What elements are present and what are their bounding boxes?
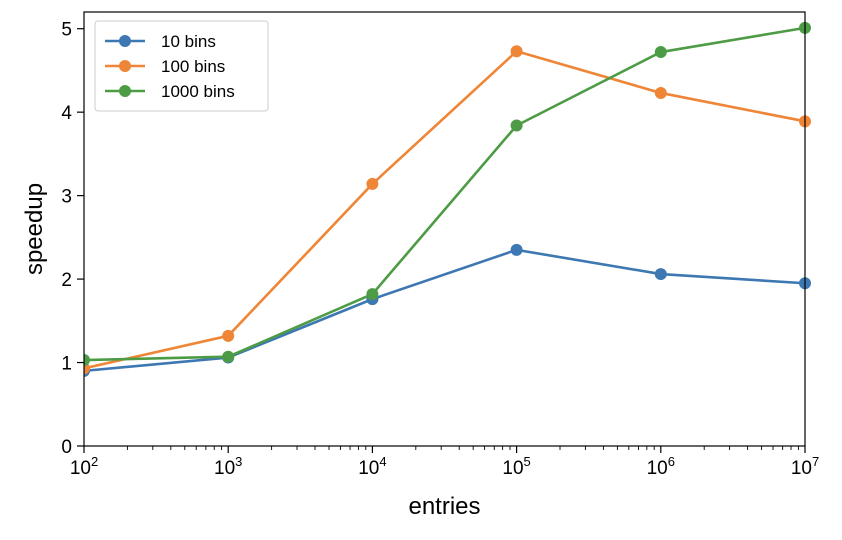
legend: 10 bins 100 bins 1000 bins xyxy=(94,20,269,112)
series-layer xyxy=(84,21,811,377)
series-line-2 xyxy=(84,26,806,362)
y-tick-label: 3 xyxy=(61,187,72,208)
x-tick-label: 103 xyxy=(214,454,242,479)
legend-box xyxy=(94,20,269,112)
legend-label-2: 1000 bins xyxy=(161,82,235,101)
data-point-2-2 xyxy=(366,288,379,301)
legend-label-0: 10 bins xyxy=(161,32,216,51)
data-point-1-2 xyxy=(366,177,379,190)
y-axis-title: speedup xyxy=(21,183,48,275)
x-tick-label: 107 xyxy=(791,454,819,479)
data-point-2-3 xyxy=(510,119,523,132)
x-tick-label: 105 xyxy=(502,454,530,479)
data-point-0-3 xyxy=(510,243,523,256)
axes-layer: 102 103 104 105 106 107 0 1 2 3 4 5 entries speedup xyxy=(21,11,819,520)
data-point-2-0 xyxy=(84,354,90,367)
legend-label-1: 100 bins xyxy=(161,57,225,76)
data-point-1-3 xyxy=(510,45,523,58)
plot-frame xyxy=(83,11,806,447)
data-point-2-1 xyxy=(222,350,235,363)
x-axis-title: entries xyxy=(408,493,480,520)
y-tick-label: 2 xyxy=(61,270,72,291)
x-tick-label: 102 xyxy=(70,454,98,479)
data-point-1-4 xyxy=(654,86,667,99)
x-tick-label: 106 xyxy=(647,454,675,479)
y-tick-label: 5 xyxy=(61,20,72,41)
data-point-0-4 xyxy=(654,268,667,281)
legend-marker-1 xyxy=(119,60,131,72)
y-tick-label: 0 xyxy=(61,437,72,458)
series-2 xyxy=(84,21,811,367)
data-point-2-4 xyxy=(654,46,667,59)
x-tick-label: 104 xyxy=(358,454,386,479)
series-line-0 xyxy=(84,248,806,373)
y-tick-label: 1 xyxy=(61,354,72,375)
legend-marker-0 xyxy=(119,35,131,47)
data-point-1-1 xyxy=(222,329,235,342)
series-line-1 xyxy=(84,49,806,370)
legend-marker-2 xyxy=(119,85,131,97)
y-tick-label: 4 xyxy=(61,103,72,124)
